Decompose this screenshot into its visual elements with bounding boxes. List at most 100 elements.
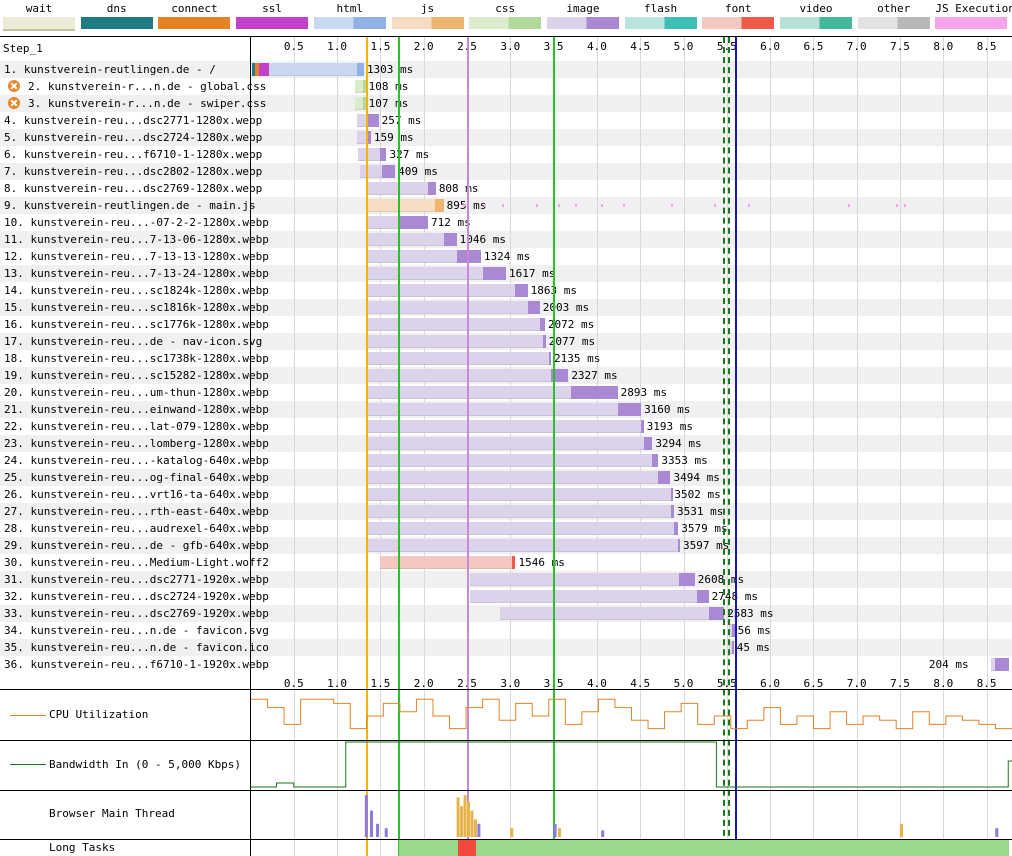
request-wait-bar[interactable] [269,63,357,76]
request-wait-bar[interactable] [365,267,483,280]
request-label[interactable]: 8. kunstverein-reu...dsc2769-1280x.webp [4,182,263,195]
request-download-bar[interactable] [731,624,735,637]
request-label[interactable]: 26. kunstverein-reu...vrt16-ta-640x.webp [4,488,269,501]
request-label[interactable]: 12. kunstverein-reu...7-13-13-1280x.webp [4,250,269,263]
request-label[interactable]: 11. kunstverein-reu...7-13-06-1280x.webp [4,233,269,246]
request-download-bar[interactable] [514,284,528,297]
request-wait-bar[interactable] [357,148,381,161]
request-label[interactable]: 7. kunstverein-reu...dsc2802-1280x.webp [4,165,263,178]
request-wait-bar[interactable] [365,505,672,518]
request-label[interactable]: 15. kunstverein-reu...sc1816k-1280x.webp [4,301,269,314]
request-wait-bar[interactable] [365,488,671,501]
request-download-bar[interactable] [652,454,659,467]
request-download-bar[interactable] [678,539,681,552]
request-wait-bar[interactable] [365,335,544,348]
request-download-bar[interactable] [670,488,673,501]
request-label[interactable]: 10. kunstverein-reu...-07-2-2-1280x.webp [4,216,269,229]
request-wait-bar[interactable] [355,80,364,93]
request-label[interactable]: 23. kunstverein-reu...lomberg-1280x.webp [4,437,269,450]
request-wait-bar[interactable] [357,114,368,127]
request-wait-bar[interactable] [365,250,457,263]
request-download-bar[interactable] [673,522,679,535]
request-download-bar[interactable] [428,182,436,195]
request-wait-bar[interactable] [365,420,642,433]
request-label[interactable]: 34. kunstverein-reu...n.de - favicon.svg [4,624,269,637]
request-label[interactable]: 33. kunstverein-reu...dsc2769-1920x.webp [4,607,269,620]
request-download-bar[interactable] [539,318,545,331]
request-download-bar[interactable] [641,420,644,433]
request-wait-bar[interactable] [359,165,383,178]
request-download-bar[interactable] [482,267,506,280]
request-label[interactable]: 17. kunstverein-reu...de - nav-icon.svg [4,335,263,348]
request-download-bar[interactable] [570,386,618,399]
request-label[interactable]: 3. kunstverein-r...n.de - swiper.css [28,97,267,110]
request-label[interactable]: 18. kunstverein-reu...sc1738k-1280x.webp [4,352,269,365]
request-download-bar[interactable] [617,403,642,416]
request-wait-bar[interactable] [365,369,551,382]
request-label[interactable]: 27. kunstverein-reu...rth-east-640x.webp [4,505,269,518]
request-label[interactable]: 31. kunstverein-reu...dsc2771-1920x.webp [4,573,269,586]
request-download-bar[interactable] [434,199,444,212]
request-wait-bar[interactable] [365,539,679,552]
request-wait-bar[interactable] [355,97,364,110]
request-wait-bar[interactable] [990,658,996,671]
request-download-bar[interactable] [365,131,371,144]
request-label[interactable]: 16. kunstverein-reu...sc1776k-1280x.webp [4,318,269,331]
request-label[interactable]: 5. kunstverein-reu...dsc2724-1280x.webp [4,131,263,144]
request-download-bar[interactable] [380,148,387,161]
request-label[interactable]: 25. kunstverein-reu...og-final-640x.webp [4,471,269,484]
request-download-bar[interactable] [543,335,546,348]
request-wait-bar[interactable] [729,624,732,637]
request-label[interactable]: 6. kunstverein-reu...f6710-1-1280x.webp [4,148,263,161]
request-wait-bar[interactable] [365,352,550,365]
request-download-bar[interactable] [527,301,540,314]
request-label[interactable]: 22. kunstverein-reu...lat-079-1280x.webp [4,420,269,433]
request-wait-bar[interactable] [365,318,540,331]
request-label[interactable]: 4. kunstverein-reu...dsc2771-1280x.webp [4,114,263,127]
request-label[interactable]: 21. kunstverein-reu...einwand-1280x.webp [4,403,269,416]
request-download-bar[interactable] [679,573,695,586]
request-label[interactable]: 28. kunstverein-reu...audrexel-640x.webp [4,522,269,535]
request-label[interactable]: 2. kunstverein-r...n.de - global.css [28,80,267,93]
request-label[interactable]: 9. kunstverein-reutlingen.de - main.js [4,199,256,212]
request-label[interactable]: 24. kunstverein-reu...-katalog-640x.webp [4,454,269,467]
request-wait-bar[interactable] [357,131,366,144]
request-wait-bar[interactable] [729,641,732,654]
request-wait-bar[interactable] [365,182,429,195]
request-download-bar[interactable] [549,352,552,365]
request-label[interactable]: 13. kunstverein-reu...7-13-24-1280x.webp [4,267,269,280]
request-label[interactable]: 36. kunstverein-reu...f6710-1-1920x.webp [4,658,269,671]
request-download-bar[interactable] [697,590,709,603]
request-wait-bar[interactable] [365,216,401,229]
request-download-bar[interactable] [995,658,1010,671]
request-wait-bar[interactable] [365,454,653,467]
request-download-bar[interactable] [443,233,457,246]
request-wait-bar[interactable] [499,607,710,620]
request-wait-bar[interactable] [469,573,680,586]
request-label[interactable]: 29. kunstverein-reu...de - gfb-640x.webp [4,539,269,552]
request-label[interactable]: 32. kunstverein-reu...dsc2724-1920x.webp [4,590,269,603]
request-download-bar[interactable] [363,97,366,110]
request-download-bar[interactable] [643,437,653,450]
request-download-bar[interactable] [512,556,516,569]
request-label[interactable]: 1. kunstverein-reutlingen.de - / [4,63,216,76]
request-wait-bar[interactable] [365,437,644,450]
request-wait-bar[interactable] [365,471,659,484]
request-label[interactable]: 20. kunstverein-reu...um-thun-1280x.webp [4,386,269,399]
request-label[interactable]: 35. kunstverein-reu...n.de - favicon.ico [4,641,269,654]
request-wait-bar[interactable] [365,301,528,314]
request-wait-bar[interactable] [365,233,444,246]
request-download-bar[interactable] [382,165,396,178]
request-download-bar[interactable] [363,80,366,93]
request-label[interactable]: 14. kunstverein-reu...sc1824k-1280x.webp [4,284,269,297]
request-wait-bar[interactable] [365,403,618,416]
request-download-bar[interactable] [658,471,671,484]
request-wait-bar[interactable] [470,590,698,603]
request-download-bar[interactable] [357,63,364,76]
request-label[interactable]: 19. kunstverein-reu...sc15282-1280x.webp [4,369,269,382]
request-download-bar[interactable] [400,216,429,229]
request-download-bar[interactable] [367,114,379,127]
request-download-bar[interactable] [709,607,725,620]
request-label[interactable]: 30. kunstverein-reu...Medium-Light.woff2 [4,556,269,569]
request-wait-bar[interactable] [380,556,513,569]
